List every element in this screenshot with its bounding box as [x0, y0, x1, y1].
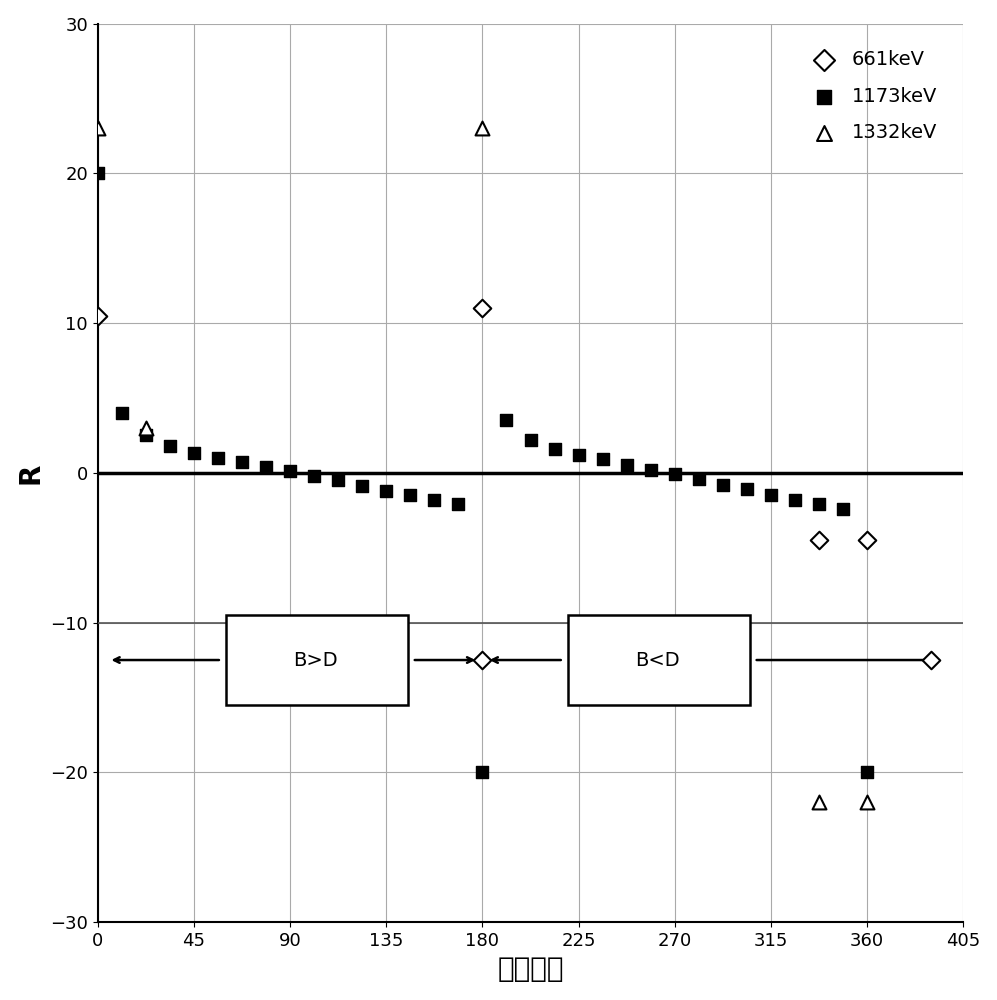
Point — [354, 478, 370, 494]
Y-axis label: R: R — [17, 462, 45, 484]
Legend: 661keV, 1173keV, 1332keV: 661keV, 1173keV, 1332keV — [798, 42, 945, 150]
Point — [546, 441, 562, 457]
Point — [138, 427, 154, 443]
Point — [475, 652, 491, 668]
Point — [475, 300, 491, 316]
Point — [282, 463, 298, 479]
Point — [923, 652, 939, 668]
Point — [138, 420, 154, 436]
Point — [90, 308, 106, 324]
Point — [427, 492, 443, 508]
Point — [186, 445, 202, 461]
Point — [835, 501, 851, 517]
Point — [715, 477, 731, 493]
Point — [258, 459, 274, 475]
Point — [859, 794, 875, 810]
Point — [451, 496, 467, 512]
Point — [162, 438, 177, 454]
Point — [594, 451, 610, 467]
Point — [739, 481, 755, 497]
Point — [811, 794, 827, 810]
Point — [403, 487, 419, 503]
Point — [763, 487, 779, 503]
Point — [90, 120, 106, 136]
Point — [234, 454, 250, 470]
Point — [475, 120, 491, 136]
Bar — [226, 615, 408, 705]
Point — [667, 466, 683, 482]
Point — [498, 412, 514, 428]
Point — [691, 471, 707, 487]
Point — [114, 405, 130, 421]
Text: B<D: B<D — [635, 651, 680, 670]
Point — [859, 532, 875, 548]
Point — [811, 532, 827, 548]
Point — [787, 492, 803, 508]
Point — [859, 764, 875, 780]
X-axis label: 入射角度: 入射角度 — [498, 955, 563, 983]
Point — [522, 432, 538, 448]
Text: B>D: B>D — [293, 651, 338, 670]
Point — [90, 165, 106, 181]
Point — [570, 447, 586, 463]
Bar — [568, 615, 750, 705]
Point — [330, 472, 346, 488]
Point — [378, 483, 394, 499]
Point — [306, 468, 322, 484]
Point — [643, 462, 659, 478]
Point — [210, 450, 226, 466]
Point — [619, 457, 635, 473]
Point — [811, 496, 827, 512]
Point — [475, 764, 491, 780]
